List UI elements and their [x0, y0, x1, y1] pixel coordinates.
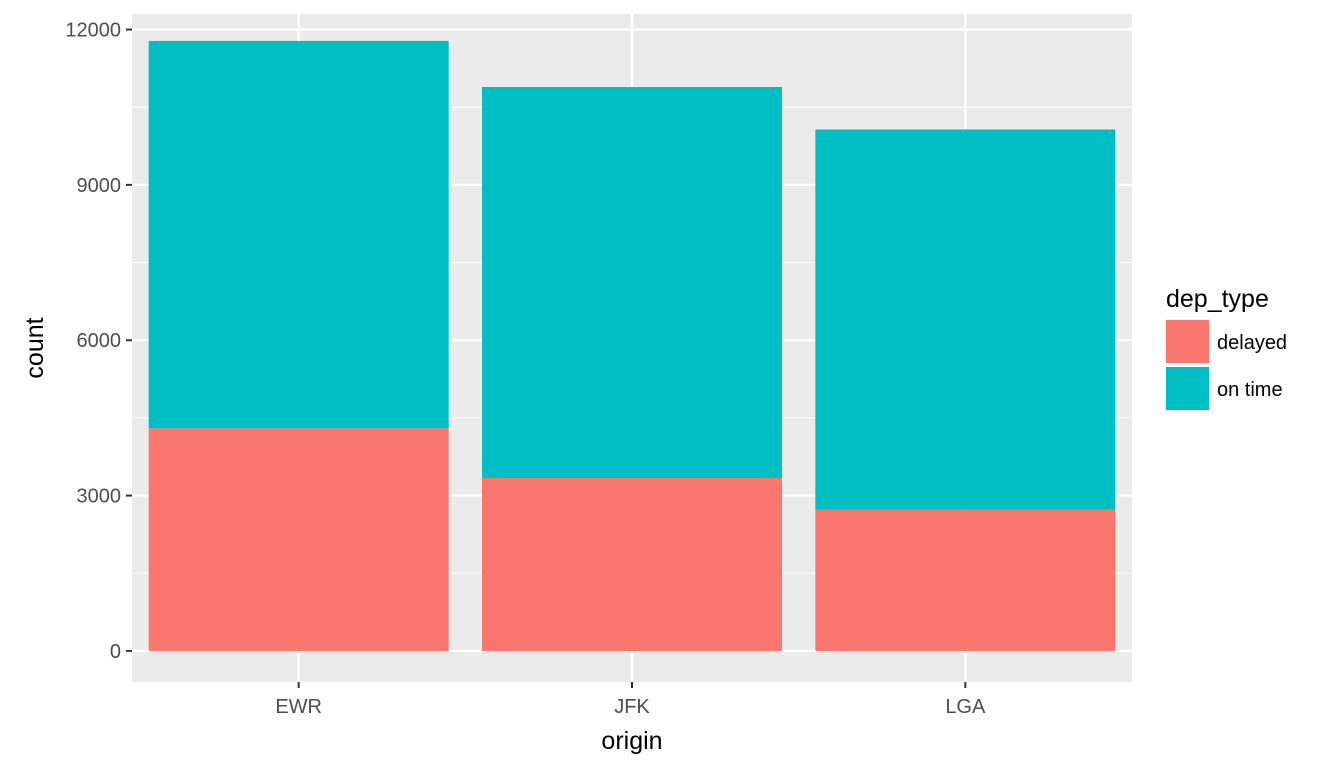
- bar-jfk-on-time: [482, 87, 782, 478]
- legend-title: dep_type: [1166, 285, 1269, 313]
- y-tick-label: 3000: [77, 486, 122, 508]
- y-tick-label: 9000: [77, 175, 122, 197]
- x-axis-ticks: EWR JFK LGA: [275, 682, 986, 718]
- bar-ewr-delayed: [148, 428, 449, 651]
- y-tick-label: 6000: [77, 330, 122, 352]
- bars: [148, 40, 1116, 651]
- y-axis-ticks: 0 3000 6000 9000 12000: [65, 20, 132, 663]
- bar-lga-on-time: [815, 129, 1116, 510]
- bar-jfk-delayed: [482, 477, 782, 651]
- x-tick-label: JFK: [614, 696, 650, 718]
- legend: dep_type delayed on time: [1166, 285, 1287, 410]
- bar-ewr-on-time: [148, 40, 449, 429]
- x-tick-label: LGA: [945, 696, 986, 718]
- legend-label: delayed: [1217, 332, 1287, 354]
- x-tick-label: EWR: [275, 696, 322, 718]
- y-axis-title: count: [21, 317, 49, 378]
- bar-lga-delayed: [815, 509, 1116, 651]
- legend-key-delayed: [1166, 320, 1209, 363]
- legend-key-on-time: [1166, 367, 1209, 410]
- x-axis-title: origin: [601, 727, 662, 755]
- legend-label: on time: [1217, 379, 1283, 401]
- y-tick-label: 12000: [65, 20, 121, 42]
- y-tick-label: 0: [110, 641, 121, 663]
